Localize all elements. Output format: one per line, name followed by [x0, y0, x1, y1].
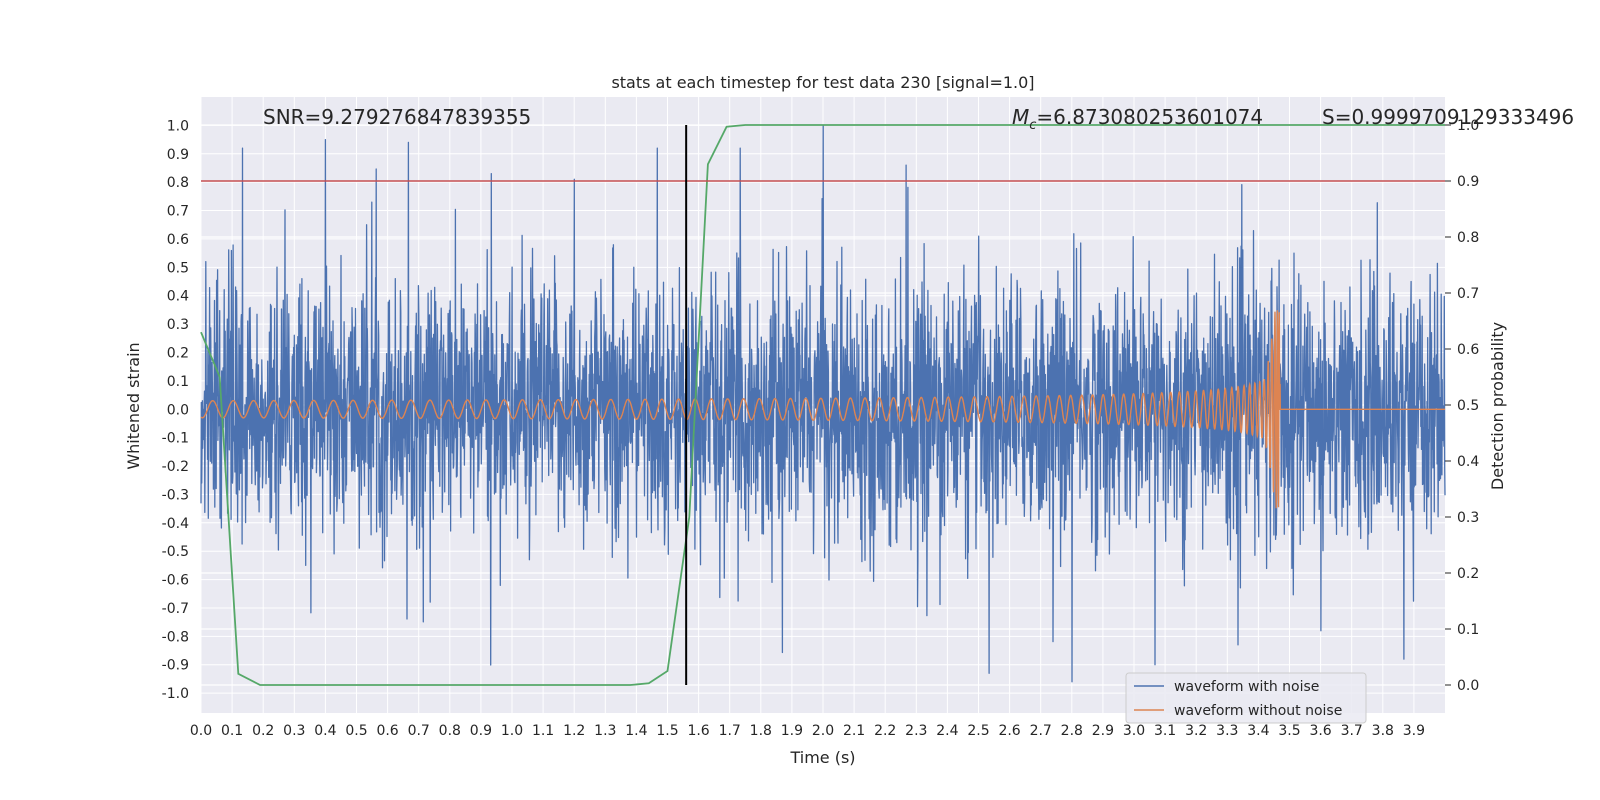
x-tick-label: 3.0: [1123, 723, 1145, 739]
x-tick-label: 3.4: [1247, 723, 1269, 739]
series-waveform-with-noise: [200, 124, 1446, 683]
y-tick-label: 0.9: [167, 147, 189, 163]
series-detection-probability: [200, 124, 1445, 686]
x-tick-label: 1.9: [781, 723, 803, 739]
ticks: 0.0 0.1 0.2 0.3 0.4 0.5 0.6 0.7 0.8 0.9 1.0 1.1 1.2 1…: [162, 118, 1480, 739]
y-tick-label: -0.7: [162, 601, 189, 617]
x-tick-label: 2.7: [1030, 723, 1052, 739]
legend-label-clean: waveform without noise: [1174, 703, 1342, 719]
s-annotation: S=0.9999709129333496: [1322, 105, 1574, 129]
x-tick-label: 0.2: [252, 723, 274, 739]
x-tick-label: 1.7: [719, 723, 741, 739]
x-tick-label: 0.6: [376, 723, 398, 739]
y-tick-label: -1.0: [162, 686, 189, 702]
x-tick-label: 3.6: [1309, 723, 1331, 739]
probability-line: [200, 124, 1445, 686]
x-tick-label: 1.0: [501, 723, 523, 739]
x-tick-label: 1.4: [625, 723, 647, 739]
x-tick-label: 3.2: [1185, 723, 1207, 739]
noise-line: [200, 124, 1446, 683]
y-tick-label: 0.7: [167, 204, 189, 220]
x-tick-label: 2.4: [936, 723, 958, 739]
y-tick-label: -0.4: [162, 516, 189, 532]
x-tick-label: 1.6: [687, 723, 709, 739]
x-tick-label: 2.8: [1061, 723, 1083, 739]
x-tick-label: 1.8: [750, 723, 772, 739]
x-tick-label: 3.8: [1372, 723, 1394, 739]
x-tick-label: 2.6: [998, 723, 1020, 739]
y-tick-label: 0.3: [167, 317, 189, 333]
x-tick-label: 2.9: [1092, 723, 1114, 739]
legend-box: [1125, 672, 1367, 724]
x-tick-label: 0.0: [190, 723, 212, 739]
y-tick-label: -0.9: [162, 658, 189, 674]
mc-subscript: c: [1029, 118, 1036, 133]
x-tick-label: 0.3: [283, 723, 305, 739]
legend: waveform with noise waveform without noi…: [1125, 672, 1367, 724]
x-tick-label: 3.7: [1341, 723, 1363, 739]
x-axis-label: Time (s): [789, 748, 855, 767]
y-tick-label-right: 0.3: [1457, 510, 1479, 526]
x-tick-label: 0.9: [470, 723, 492, 739]
y-tick-label: 0.4: [167, 289, 189, 305]
y-axis-label: Whitened strain: [124, 342, 143, 469]
x-tick-label: 3.3: [1216, 723, 1238, 739]
x-tick-label: 0.5: [345, 723, 367, 739]
x-tick-label: 2.2: [874, 723, 896, 739]
y-tick-label-right: 0.6: [1457, 342, 1479, 358]
y-tick-label: -0.2: [162, 459, 189, 475]
series-waveform-without-noise: [200, 310, 1445, 509]
y-tick-label: 0.1: [167, 374, 189, 390]
x-tick-label: 3.9: [1403, 723, 1425, 739]
y-tick-label-right: 0.9: [1457, 174, 1479, 190]
y-tick-label: 0.6: [167, 232, 189, 248]
y-tick-label-right: 0.0: [1457, 678, 1479, 694]
y-tick-label: -0.5: [162, 544, 189, 560]
y-tick-label-right: 0.2: [1457, 566, 1479, 582]
x-tick-label: 0.7: [408, 723, 430, 739]
chart-title: stats at each timestep for test data 230…: [611, 73, 1034, 92]
x-tick-label: 2.3: [905, 723, 927, 739]
x-tick-label: 1.3: [594, 723, 616, 739]
y-tick-label: 1.0: [167, 118, 189, 134]
y-tick-label-right: 0.4: [1457, 454, 1479, 470]
y-tick-label: 0.5: [167, 260, 189, 276]
y-tick-label: 0.2: [167, 345, 189, 361]
y-tick-label: 0.8: [167, 175, 189, 191]
x-tick-label: 1.2: [563, 723, 585, 739]
x-tick-label: 0.1: [221, 723, 243, 739]
x-tick-label: 3.5: [1278, 723, 1300, 739]
y-tick-label: -0.3: [162, 487, 189, 503]
y-tick-label-right: 0.1: [1457, 622, 1479, 638]
x-tick-label: 2.5: [967, 723, 989, 739]
y-tick-label: -0.1: [162, 431, 189, 447]
clean-line: [200, 310, 1445, 509]
y-tick-label: 0.0: [167, 402, 189, 418]
y-tick-label: -0.8: [162, 629, 189, 645]
mc-value: =6.873080253601074: [1036, 105, 1263, 129]
x-tick-label: 0.8: [439, 723, 461, 739]
x-tick-label: 3.1: [1154, 723, 1176, 739]
x-tick-label: 2.0: [812, 723, 834, 739]
mc-symbol: M: [1012, 105, 1029, 129]
y-tick-label-right: 0.7: [1457, 286, 1479, 302]
mc-annotation: Mc=6.873080253601074: [1012, 105, 1263, 133]
y-tick-label-right: 1.0: [1457, 118, 1479, 134]
snr-annotation: SNR=9.279276847839355: [263, 105, 531, 129]
y-tick-label: -0.6: [162, 573, 189, 589]
x-tick-label: 0.4: [314, 723, 336, 739]
reference-lines: [201, 125, 1445, 685]
y-tick-label-right: 0.5: [1457, 398, 1479, 414]
x-tick-label: 2.1: [843, 723, 865, 739]
legend-label-noise: waveform with noise: [1174, 679, 1319, 695]
x-tick-label: 1.5: [656, 723, 678, 739]
y-tick-label-right: 0.8: [1457, 230, 1479, 246]
x-tick-label: 1.1: [532, 723, 554, 739]
y-axis-label-right: Detection probability: [1488, 322, 1507, 490]
